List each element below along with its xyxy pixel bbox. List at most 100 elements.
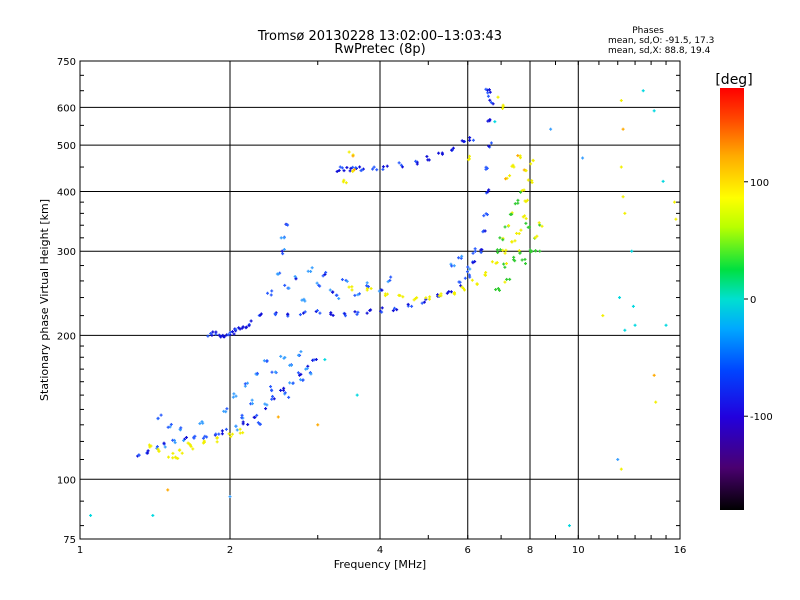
data-point [360,168,364,172]
data-point [475,282,479,286]
data-point [484,273,488,277]
data-point [344,181,348,185]
data-point [302,297,306,301]
y-tick-label: 300 [57,247,76,258]
data-point [288,363,292,367]
data-point [280,249,284,253]
data-point [151,513,155,517]
data-point [661,179,665,183]
data-point [226,333,230,337]
data-point [533,249,537,253]
data-point [471,138,475,142]
data-point [377,289,381,293]
data-point [156,447,160,451]
data-point [265,359,269,363]
data-point [217,432,221,436]
data-point [524,200,528,204]
data-point [501,238,505,242]
data-point [488,90,492,94]
data-point [519,190,523,194]
data-point [523,257,527,261]
axis-ticks: 1 2 4 6 8 10 16 75 100 200 300 400 500 600 750 [57,57,686,556]
data-point [301,311,305,315]
data-point [512,258,516,262]
data-point [230,432,234,436]
data-point [471,261,475,265]
grid-lines [80,61,680,539]
data-point [641,89,645,93]
data-point [258,422,262,426]
data-point [522,188,526,192]
data-point [484,87,488,91]
data-point [358,165,362,169]
data-point [351,169,355,173]
data-point [231,330,235,334]
data-point [331,313,335,317]
data-point [253,415,257,419]
data-point [423,300,427,304]
data-point [309,372,313,376]
data-point [287,286,291,290]
data-point [266,291,270,295]
data-point [523,214,527,218]
data-point [224,410,228,414]
data-point [356,293,360,297]
data-point [489,101,493,105]
data-point [497,288,501,292]
data-point [171,438,175,442]
data-point [180,451,184,455]
data-point [515,231,519,235]
data-point [449,262,453,266]
data-point [633,323,637,327]
data-point [269,385,273,389]
data-point [215,436,219,440]
scatter-points [89,87,678,528]
data-point [285,223,289,227]
data-point [468,136,472,140]
data-point [220,429,224,433]
data-point [623,211,627,215]
data-point [186,441,190,445]
data-point [368,308,372,312]
data-point [601,314,605,318]
data-point [468,267,472,271]
data-point [412,298,416,302]
x-tick-label: 8 [527,545,533,556]
data-point [171,451,175,455]
data-point [503,265,507,269]
data-point [468,138,472,142]
data-point [247,324,251,328]
data-point [323,358,327,362]
data-point [372,165,376,169]
data-point [510,240,514,244]
data-point [159,413,163,417]
data-point [347,285,351,289]
x-tick-label: 4 [377,545,383,556]
data-point [228,330,232,334]
data-point [228,495,232,499]
data-point [351,154,355,158]
data-point [480,248,484,252]
data-point [473,249,477,253]
data-point [89,513,93,517]
data-point [210,333,214,337]
data-point [664,323,668,327]
data-point [184,435,188,439]
data-point [356,310,360,314]
data-point [466,158,470,162]
data-point [354,166,358,170]
data-point [619,467,623,471]
data-point [283,391,287,395]
data-point [437,151,441,155]
data-point [353,310,357,314]
data-point [524,221,528,225]
data-point [449,290,453,294]
data-point [298,313,302,317]
data-point [265,403,269,407]
data-point [460,285,464,289]
phase-stats-x: mean, sd,X: 88.8, 19.4 [608,46,711,56]
data-point [232,332,236,336]
data-point [388,278,392,282]
data-point [173,441,177,445]
data-point [526,178,530,182]
